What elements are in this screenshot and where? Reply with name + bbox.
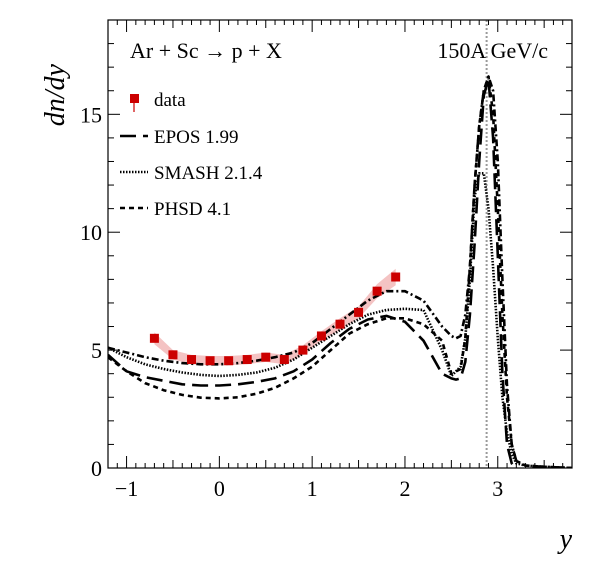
data-point — [242, 355, 252, 365]
data-point — [205, 356, 215, 366]
data-uncertainty-band — [154, 268, 396, 366]
legend-data-marker — [130, 94, 139, 103]
series-line-unlabeled-3 — [108, 75, 572, 468]
data-point — [335, 319, 345, 329]
legend-item: SMASH 2.1.4 — [120, 163, 263, 184]
data-point — [279, 355, 289, 365]
x-tick-label: 3 — [492, 476, 503, 501]
plot-content — [108, 20, 572, 468]
data-point — [391, 272, 401, 282]
y-tick-label: 0 — [91, 456, 102, 481]
legend-label: PHSD 4.1 — [154, 199, 231, 220]
legend-item: EPOS 1.99 — [120, 127, 238, 148]
data-point — [372, 286, 382, 296]
series-line-smash-2-1-4 — [108, 172, 572, 468]
energy-annotation: 150A GeV/c — [437, 38, 548, 63]
data-point — [261, 352, 271, 362]
data-point — [298, 345, 308, 355]
plot-frame — [107, 19, 573, 469]
y-tick-label: 5 — [91, 338, 102, 363]
series-line-phsd-4-1 — [108, 75, 572, 468]
legend: data EPOS 1.99 SMASH 2.1.4 PHSD 4.1 — [120, 90, 263, 220]
data-point — [354, 307, 364, 317]
legend-item: PHSD 4.1 — [120, 199, 231, 220]
data-point — [316, 331, 326, 341]
y-axis-title: dn/dy — [40, 63, 71, 126]
x-tick-label: −1 — [115, 476, 138, 501]
legend-label: data — [154, 90, 186, 111]
clipped-area — [108, 20, 572, 468]
axes: −1 0 1 2 3 0 5 10 15 — [80, 19, 573, 501]
y-tick-label: 15 — [80, 102, 102, 127]
data-point — [168, 350, 178, 360]
data-point — [224, 356, 234, 366]
x-tick-label: 1 — [307, 476, 318, 501]
legend-label: SMASH 2.1.4 — [154, 163, 263, 184]
legend-label: EPOS 1.99 — [154, 127, 238, 148]
x-tick-label: 0 — [214, 476, 225, 501]
y-tick-label: 10 — [80, 220, 102, 245]
data-point — [149, 333, 159, 343]
reaction-annotation: Ar + Sc → p + X — [130, 38, 282, 63]
data-point — [187, 355, 197, 365]
series-line-epos-1-99 — [108, 77, 518, 468]
legend-item-data: data — [130, 90, 186, 112]
x-tick-label: 2 — [399, 476, 410, 501]
x-axis-title: y — [557, 524, 573, 555]
